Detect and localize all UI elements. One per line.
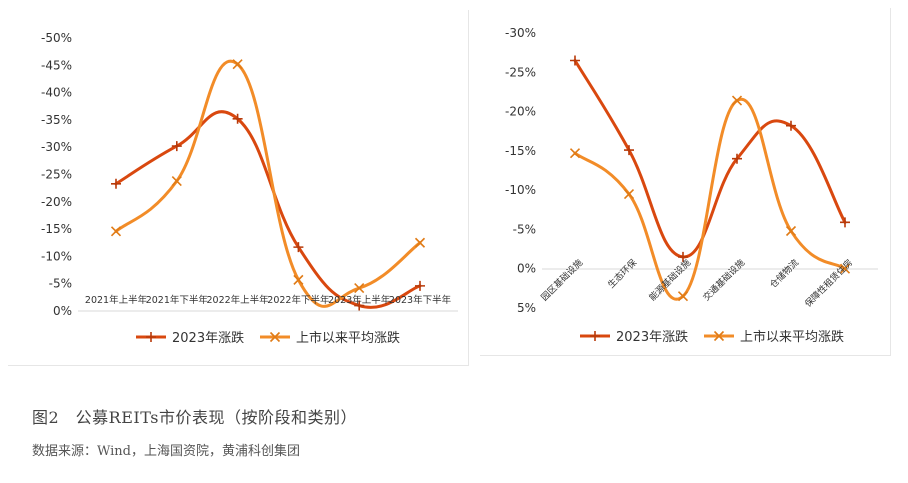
y-tick-label: 5% (517, 301, 536, 315)
y-tick-label: -25% (41, 168, 72, 182)
x-marker (731, 95, 743, 106)
x-marker (171, 175, 182, 187)
x-marker (785, 225, 797, 237)
x-tick-label: 生态环保 (605, 257, 639, 291)
plus-marker (171, 141, 182, 152)
x-tick-label: 园区基础设施 (538, 257, 585, 304)
x-marker (354, 283, 365, 294)
plus-marker (232, 113, 243, 124)
series-2 (569, 95, 851, 302)
x-tick-label: 2023年上半年 (328, 294, 391, 306)
plus-marker (840, 217, 850, 228)
x-tick-label: 2022年下半年 (267, 294, 330, 306)
plus-marker (354, 300, 365, 311)
y-tick-label: -15% (505, 144, 536, 158)
plus-marker (624, 145, 634, 156)
y-tick-label: -20% (505, 105, 536, 119)
legend-x-marker (713, 330, 725, 342)
figure-caption: 图2 公募REITs市价表现（按阶段和类别） (32, 408, 357, 427)
legend-label: 2023年涨跌 (616, 329, 688, 345)
y-tick-label: -45% (41, 58, 72, 72)
chart-left: -50% -45% -40% -35% -30% -25% -20% -15% -10% -5% 0… (41, 31, 458, 346)
y-tick-label: -35% (41, 113, 72, 127)
chart-panel-left: -50% -45% -40% -35% -30% -25% -20% -15% -10% -5% 0… (8, 10, 469, 366)
y-tick-label: -5% (49, 277, 72, 291)
y-tick-label: -5% (513, 222, 536, 236)
y-tick-label: -50% (41, 31, 72, 45)
x-tick-label: 保障性租赁住房 (802, 257, 855, 310)
plus-marker (293, 242, 304, 253)
chart-right: -30%-25%-20%-15%-10%-5%0%5%园区基础设施 生态环保 能源基… (505, 26, 878, 345)
plus-marker (678, 251, 688, 262)
x-tick-label: 仓储物流 (767, 257, 801, 291)
y-tick-label: -10% (41, 249, 72, 263)
y-tick-label: -10% (505, 183, 536, 197)
legend-label: 上市以来平均涨跌 (740, 329, 844, 345)
y-tick-label: -30% (41, 140, 72, 154)
legend: 2023年涨跌 上市以来平均涨跌 (580, 329, 844, 345)
x-tick-label: 2023年下半年 (389, 294, 452, 306)
x-tick-label: 交通基础设施 (700, 257, 747, 304)
y-tick-label: -15% (41, 222, 72, 236)
legend: 2023年涨跌 上市以来平均涨跌 (136, 330, 400, 346)
x-marker (110, 226, 122, 237)
y-tick-label: 0% (53, 304, 72, 318)
x-marker (677, 291, 689, 302)
y-tick-label: 0% (517, 262, 536, 276)
plus-marker (111, 178, 121, 189)
x-marker (623, 189, 635, 200)
y-tick-label: -20% (41, 195, 72, 209)
x-marker (839, 263, 851, 274)
plus-marker (415, 280, 425, 291)
series-line (114, 59, 422, 308)
x-tick-label: 2022年上半年 (207, 294, 270, 306)
x-tick-label: 2021年上半年 (85, 294, 148, 306)
series-line (573, 59, 847, 259)
x-marker (414, 237, 426, 248)
legend-plus-marker (590, 331, 600, 341)
plus-marker (732, 153, 742, 164)
y-tick-label: -40% (41, 86, 72, 100)
chart-panel-right: -30% -25% -20% -15% -10% -5% 0% 5% 园区基础设施 生态环保 能源基… (480, 8, 891, 356)
plus-marker (786, 120, 796, 131)
x-marker (569, 148, 581, 159)
series-1 (570, 55, 850, 262)
legend-label: 上市以来平均涨跌 (296, 330, 400, 346)
legend-x-marker (269, 331, 281, 343)
series-1 (111, 110, 425, 311)
plus-marker (570, 55, 580, 66)
x-marker (232, 59, 243, 70)
y-tick-label: -30% (505, 26, 536, 40)
legend-label: 2023年涨跌 (172, 330, 244, 346)
series-2 (110, 59, 426, 308)
legend-plus-marker (146, 332, 156, 342)
data-source: 数据来源：Wind，上海国资院，黄浦科创集团 (32, 444, 300, 459)
x-tick-label: 2021年下半年 (146, 294, 209, 306)
x-marker (293, 274, 304, 285)
series-line (114, 110, 422, 309)
y-tick-label: -25% (505, 65, 536, 79)
